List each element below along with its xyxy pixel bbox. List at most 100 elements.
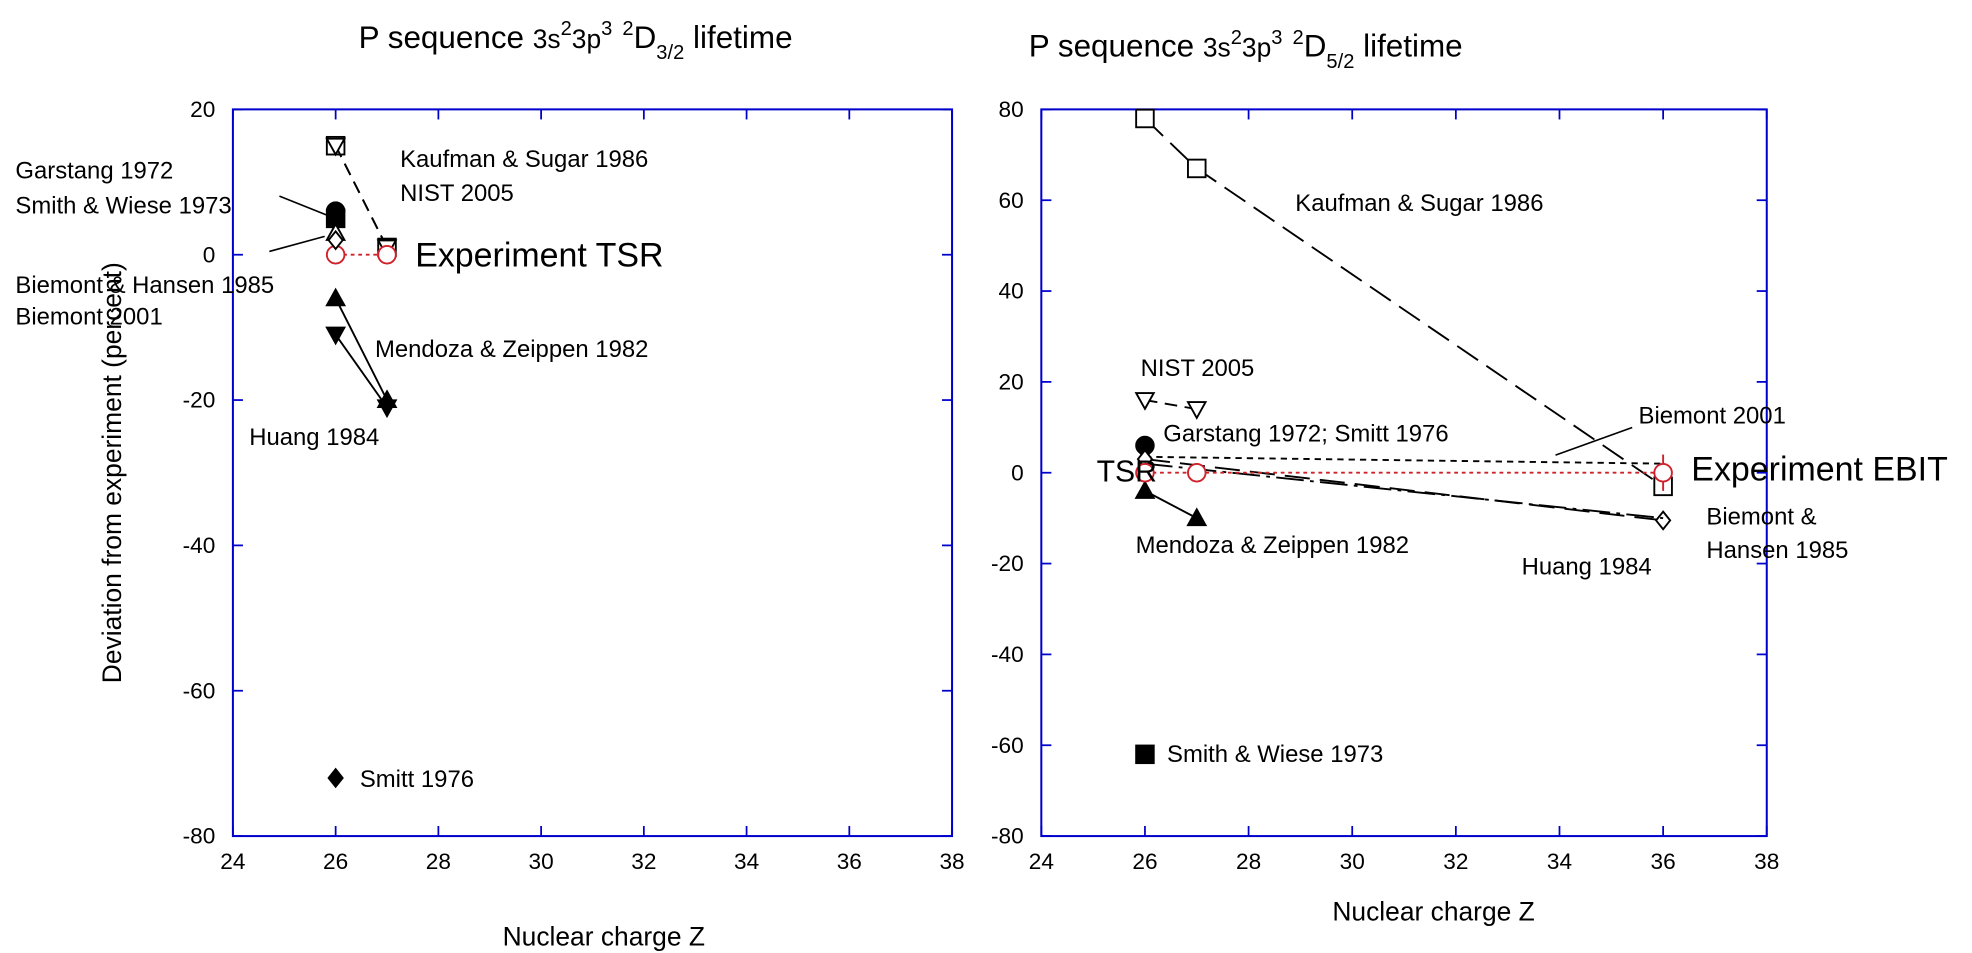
series-line	[334, 145, 388, 248]
marker	[1186, 401, 1208, 420]
y-tick-label: -20	[183, 388, 216, 413]
marker	[1135, 744, 1155, 765]
annotation: Garstang 1972	[15, 158, 173, 185]
y-tick-label: 20	[999, 369, 1024, 394]
x-tick-label: 26	[1132, 849, 1157, 874]
plot-frame	[231, 108, 954, 838]
marker	[1186, 507, 1208, 527]
marker	[1187, 462, 1207, 483]
annotation: Biemont 2001	[15, 303, 162, 330]
y-tick-label: -20	[991, 551, 1024, 576]
marker	[1134, 392, 1156, 411]
annotation: Huang 1984	[1522, 554, 1652, 581]
annotation: Experiment TSR	[415, 237, 663, 275]
y-tick-label: 40	[999, 279, 1024, 304]
marker	[1187, 158, 1207, 179]
title-part: 3s	[1203, 33, 1231, 63]
annotation: Smith & Wiese 1973	[1167, 741, 1383, 768]
title-part: 5/2	[1326, 51, 1354, 73]
y-tick-label: 80	[999, 97, 1024, 122]
x-tick-label: 28	[426, 849, 451, 874]
x-tick-label: 24	[1029, 849, 1054, 874]
x-tick-label: 34	[734, 849, 759, 874]
title-part: 3	[1271, 27, 1282, 49]
annotation: Experiment EBIT	[1691, 450, 1948, 488]
series-line	[334, 145, 388, 248]
leaders	[269, 195, 1633, 456]
annotation: Smitt 1976	[360, 766, 474, 793]
annotation: Kaufman & Sugar 1986	[400, 146, 648, 173]
annotation: Garstang 1972; Smitt 1976	[1163, 420, 1448, 447]
annotation: Biemont &	[1706, 503, 1816, 530]
marker	[1134, 480, 1156, 499]
y-tick-label: -60	[183, 678, 216, 703]
marker	[1135, 108, 1155, 129]
marker	[325, 326, 347, 346]
chart-title: P sequence 3s23p3 2D5/2 lifetime	[1029, 27, 1463, 73]
series-line	[1144, 490, 1198, 519]
x-tick-label: 38	[1754, 849, 1779, 874]
marker	[327, 229, 344, 251]
x-tick-label: 24	[220, 849, 245, 874]
series-line	[1144, 458, 1664, 522]
annotation: NIST 2005	[400, 180, 514, 207]
y-tick-label: 20	[190, 97, 215, 122]
marker	[325, 287, 347, 307]
x-tick-label: 36	[837, 849, 862, 874]
marker	[327, 767, 344, 789]
x-tick-label: 34	[1547, 849, 1572, 874]
y-tick-label: -80	[991, 824, 1024, 849]
x-axis-label: Nuclear charge Z	[503, 921, 705, 951]
marker	[1654, 510, 1672, 531]
title-part: 2	[1231, 27, 1242, 49]
marker	[1135, 462, 1155, 483]
y-tick-label: -60	[991, 733, 1024, 758]
annotation: TSR	[1097, 456, 1157, 489]
marker	[1653, 462, 1673, 483]
title-part: 3s	[533, 24, 561, 54]
annotation: Mendoza & Zeippen 1982	[375, 336, 648, 363]
leader-line	[1555, 426, 1633, 456]
annotation: Smith & Wiese 1973	[15, 193, 231, 220]
title-part: 2	[561, 18, 572, 40]
marker	[325, 137, 347, 157]
x-tick-label: 26	[323, 849, 348, 874]
marker	[376, 399, 398, 419]
annotation: Kaufman & Sugar 1986	[1295, 190, 1543, 217]
title-part: 3p	[572, 24, 601, 54]
title-part: 3	[601, 18, 612, 40]
y-axis-label: Deviation from experiment (percent)	[97, 262, 127, 683]
x-tick-label: 28	[1236, 849, 1261, 874]
x-axis-label: Nuclear charge Z	[1332, 896, 1534, 926]
annotation: Biemont 2001	[1639, 403, 1786, 430]
y-tick-label: -80	[183, 824, 216, 849]
title-part: D	[1304, 29, 1327, 64]
title-part: lifetime	[684, 20, 792, 55]
chart-title: P sequence 3s23p3 2D3/2 lifetime	[359, 18, 793, 64]
y-tick-label: 0	[1011, 460, 1024, 485]
x-tick-label: 38	[939, 849, 964, 874]
annotation: NIST 2005	[1141, 355, 1255, 382]
y-tick-label: -40	[991, 642, 1024, 667]
title-part: 3/2	[656, 42, 684, 64]
y-tick-label: -40	[183, 533, 216, 558]
y-tick-label: 0	[203, 242, 216, 267]
annotation: Mendoza & Zeippen 1982	[1136, 532, 1409, 559]
leader-line	[279, 195, 331, 218]
title-part: P sequence	[359, 20, 533, 55]
title-part: 2	[622, 18, 633, 40]
x-tick-label: 32	[1443, 849, 1468, 874]
x-tick-label: 36	[1651, 849, 1676, 874]
series-line	[1144, 455, 1664, 465]
title-part: D	[634, 20, 657, 55]
y-tick-label: 60	[999, 188, 1024, 213]
title-part: P sequence	[1029, 29, 1203, 64]
title-part: 2	[1293, 27, 1304, 49]
series-line	[334, 297, 388, 401]
x-tick-label: 32	[631, 849, 656, 874]
x-tick-label: 30	[1340, 849, 1365, 874]
series-line	[334, 334, 388, 408]
title-part: lifetime	[1354, 29, 1462, 64]
